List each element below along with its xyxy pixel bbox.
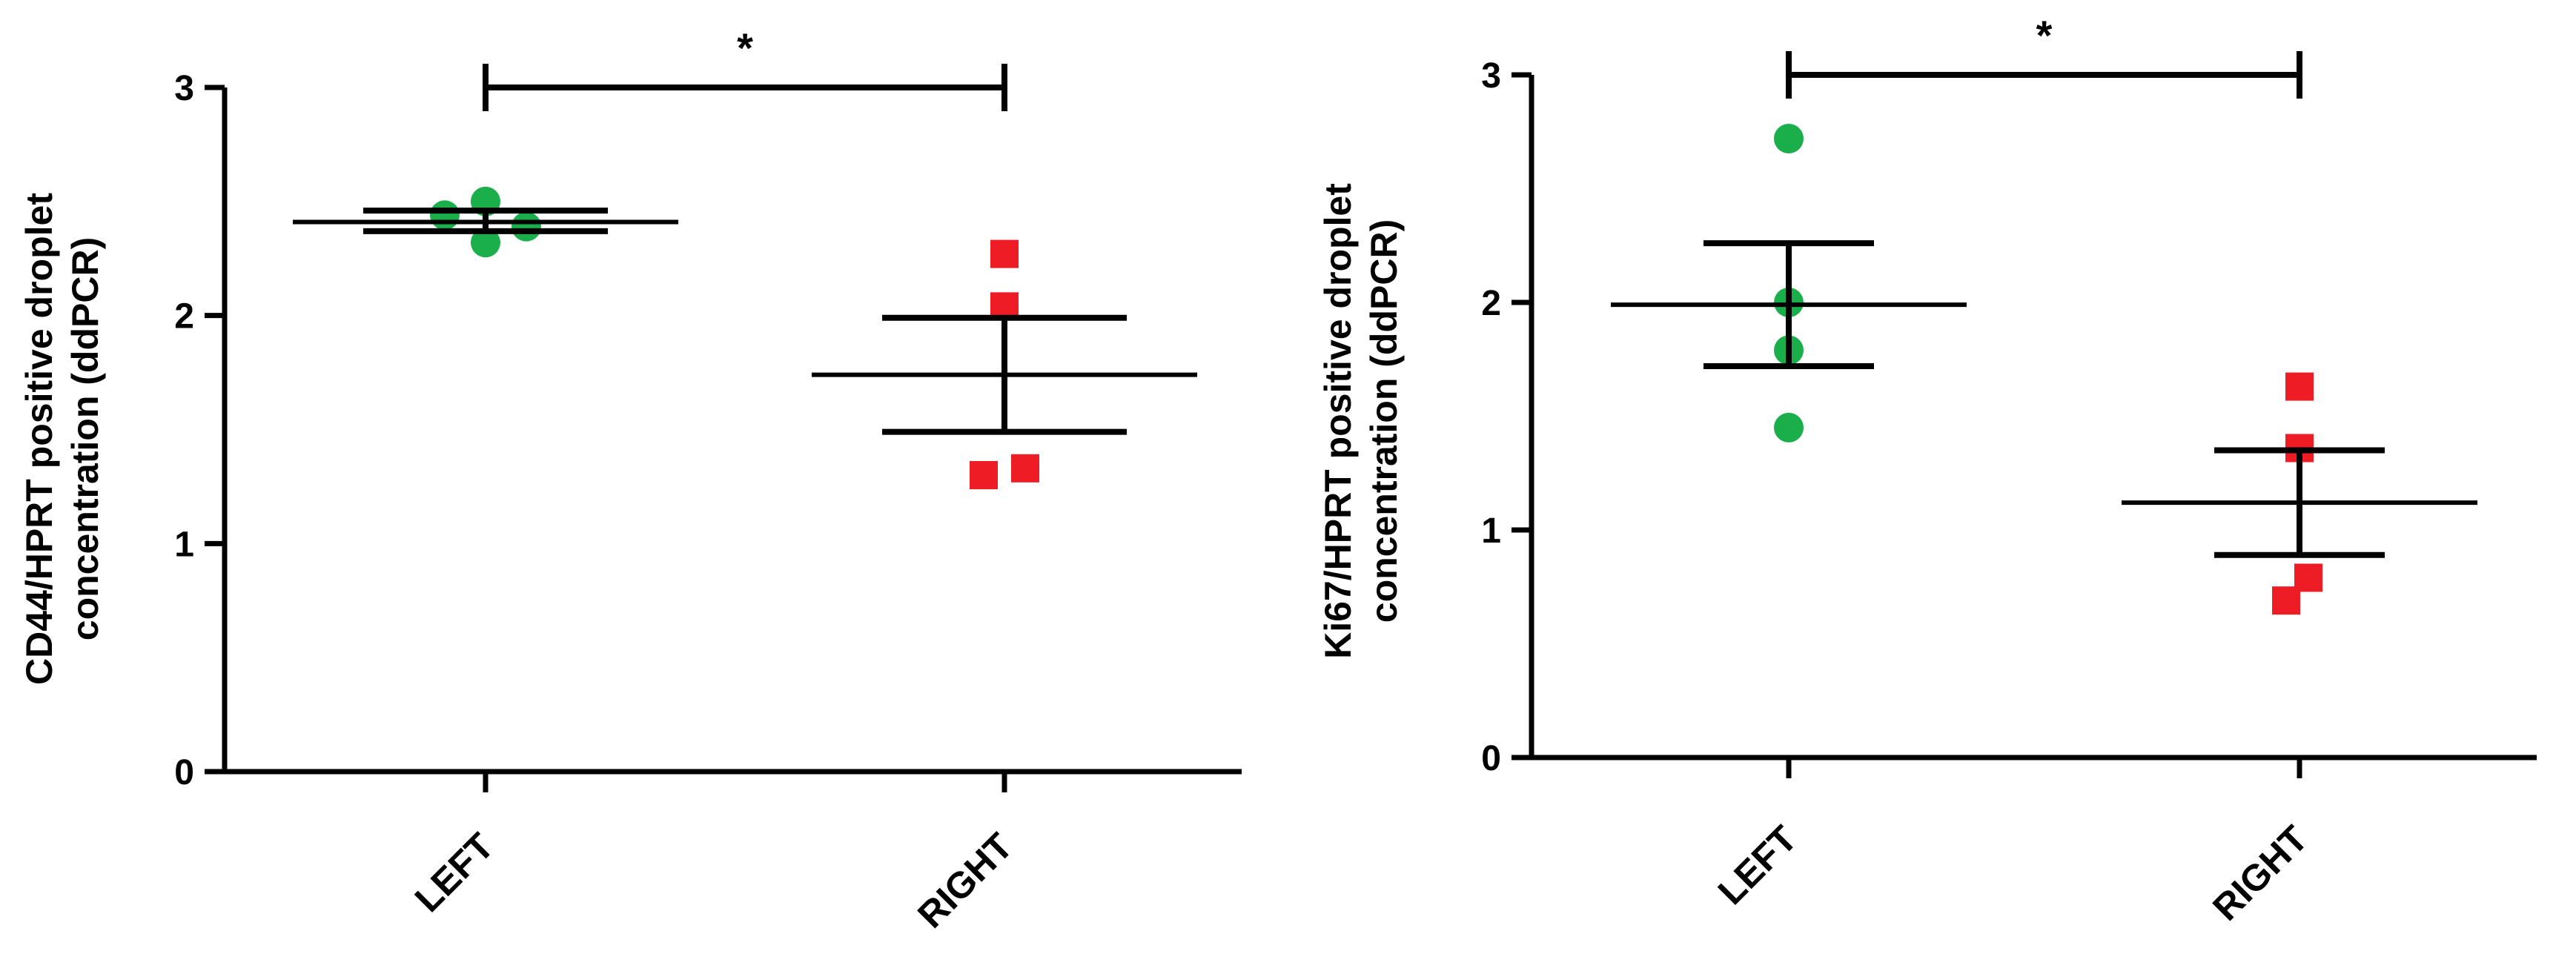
data-point-left (1774, 412, 1804, 443)
data-point-right (970, 461, 998, 490)
data-point-right (990, 239, 1019, 268)
y-tick-label: 0 (174, 753, 194, 792)
data-point-left (511, 211, 541, 242)
y-tick-label: 0 (1481, 739, 1501, 778)
y-tick-label: 3 (174, 69, 194, 108)
data-point-left (471, 228, 500, 258)
cd44-chart-panel: CD44/HPRT positive droplet concentration… (19, 24, 1242, 936)
y-tick-label: 2 (1481, 284, 1501, 323)
significance-label: * (2036, 12, 2053, 59)
y-tick-label: 2 (174, 297, 194, 337)
y-tick-label: 1 (174, 525, 194, 564)
y-axis-label-line2: concentration (ddPCR) (1363, 219, 1405, 623)
y-axis-label-line2: concentration (ddPCR) (64, 237, 106, 640)
y-tick-label: 3 (1481, 56, 1501, 96)
y-axis-label-line1: Ki67/HPRT positive droplet (1317, 183, 1359, 659)
significance-label: * (737, 24, 753, 71)
x-tick-label: LEFT (1710, 818, 1805, 912)
x-tick-label: RIGHT (910, 825, 1021, 936)
x-tick-label: LEFT (407, 825, 502, 920)
ki67-chart-panel: Ki67/HPRT positive droplet concentration… (1317, 12, 2537, 929)
data-point-right (2285, 372, 2314, 401)
x-tick-label: RIGHT (2205, 818, 2316, 929)
data-point-left (1774, 123, 1804, 153)
data-point-left (430, 200, 460, 231)
data-point-right (1011, 454, 1039, 483)
y-axis-label-line1: CD44/HPRT positive droplet (19, 193, 60, 685)
data-point-right (2272, 586, 2300, 615)
y-tick-label: 1 (1481, 511, 1501, 551)
